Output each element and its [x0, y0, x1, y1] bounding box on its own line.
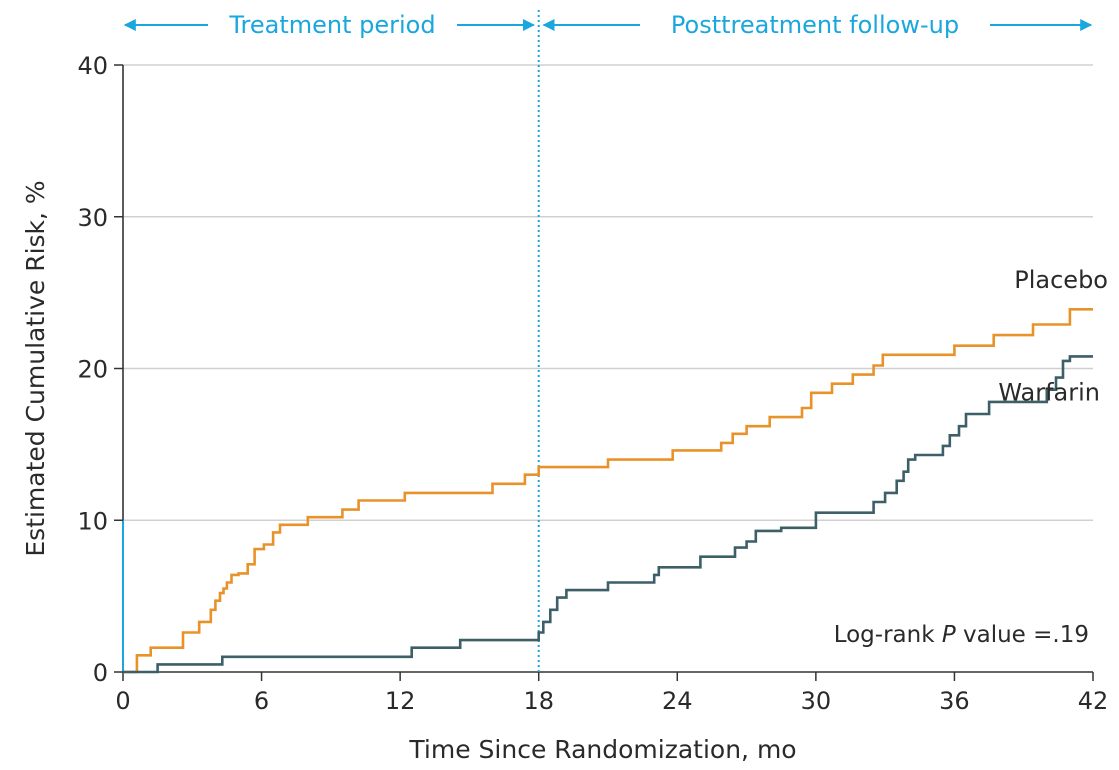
logrank-annotation: Log-rank P value =.19 — [834, 622, 1089, 648]
x-tick-label: 36 — [939, 687, 970, 715]
placebo-series-line — [123, 308, 1093, 674]
warfarin-series-line — [123, 355, 1093, 674]
x-tick-label: 12 — [385, 687, 416, 715]
annotation-prefix: Log-rank — [834, 622, 942, 648]
x-tick-label: 42 — [1078, 687, 1109, 715]
y-tick-label: 10 — [77, 507, 108, 535]
annotation-suffix: value =.19 — [956, 622, 1089, 648]
x-tick-label: 6 — [254, 687, 269, 715]
x-axis-title: Time Since Randomization, mo — [408, 735, 796, 764]
y-tick-label: 0 — [93, 659, 108, 687]
y-tick-label: 30 — [77, 204, 108, 232]
y-tick-label: 40 — [77, 52, 108, 80]
followup-period-label: Posttreatment follow-up — [671, 11, 959, 39]
x-tick-label: 30 — [801, 687, 832, 715]
y-ticks: 0 10 20 30 40 — [77, 52, 123, 687]
placebo-label: Placebo — [1014, 266, 1108, 294]
x-ticks: 0 6 12 18 24 30 36 42 — [115, 672, 1108, 715]
y-tick-label: 20 — [77, 356, 108, 384]
series — [123, 308, 1093, 674]
x-tick-label: 0 — [115, 687, 130, 715]
x-tick-label: 18 — [523, 687, 554, 715]
period-annotations: Treatment period Posttreatment follow-up — [123, 11, 1093, 39]
annotation-p-symbol: P — [942, 622, 956, 648]
x-tick-label: 24 — [662, 687, 693, 715]
treatment-period-label: Treatment period — [228, 11, 435, 39]
warfarin-label: Warfarin — [998, 378, 1100, 406]
gridlines — [123, 64, 1093, 521]
y-axis-title: Estimated Cumulative Risk, % — [21, 180, 50, 556]
